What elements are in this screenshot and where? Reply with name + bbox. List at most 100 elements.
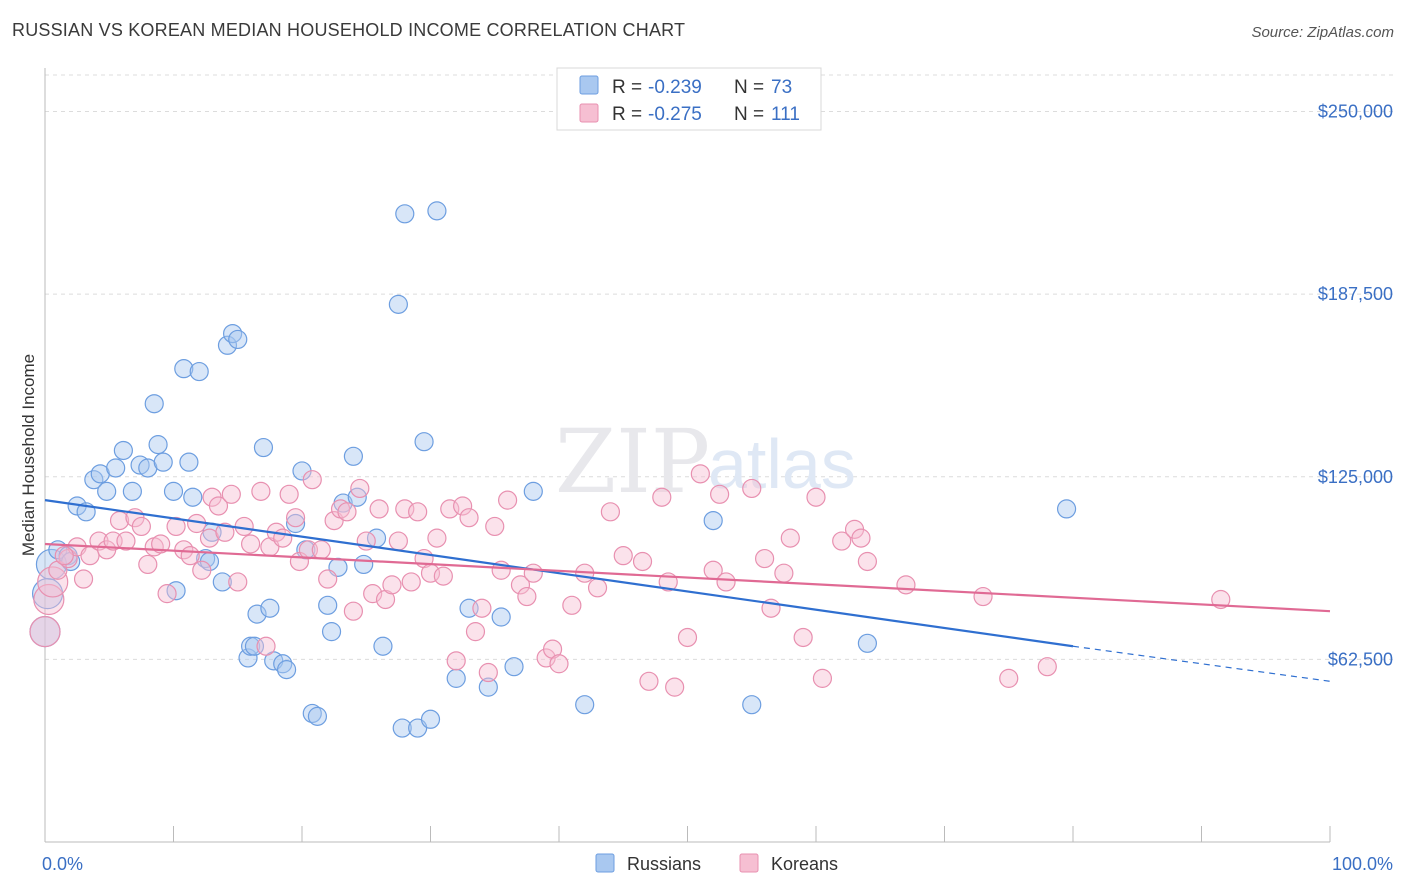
koreans-point-103: [851, 528, 871, 548]
chart-title: RUSSIAN VS KOREAN MEDIAN HOUSEHOLD INCOM…: [12, 20, 686, 40]
koreans-point-91: [710, 484, 730, 504]
russians-point-43: [307, 706, 328, 726]
russians-point-50: [354, 554, 374, 575]
koreans-point-2: [37, 566, 69, 598]
koreans-point-78: [562, 595, 582, 615]
russians-point-14: [144, 394, 164, 414]
koreans-point-36: [273, 528, 293, 548]
koreans-point-56: [401, 572, 421, 592]
series-legend: Russians Koreans: [595, 853, 838, 874]
koreans-point-108: [1037, 657, 1057, 677]
koreans-point-47: [343, 601, 363, 621]
koreans-point-74: [523, 563, 543, 583]
koreans-point-68: [478, 662, 498, 683]
koreans-point-42: [311, 540, 331, 560]
russians-point-27: [217, 335, 238, 355]
koreans-point-57: [408, 502, 428, 522]
russians-points: [29, 201, 1077, 738]
koreans-point-46: [337, 502, 357, 522]
koreans-point-67: [472, 598, 492, 618]
koreans-point-96: [774, 563, 794, 583]
koreans-point-14: [131, 516, 151, 537]
russians-point-21: [183, 487, 203, 507]
russians-point-69: [857, 633, 878, 653]
koreans-point-66: [465, 622, 486, 642]
russians-point-65: [523, 481, 543, 501]
koreans-point-81: [600, 502, 621, 522]
koreans-point-63: [446, 651, 466, 671]
koreans-point-89: [690, 464, 710, 484]
koreans-point-84: [639, 671, 659, 691]
watermark: ZIP atlas: [555, 410, 856, 513]
koreans-point-21: [180, 546, 200, 566]
russians-point-12: [130, 455, 150, 475]
russians-point-57: [414, 432, 434, 452]
y-tick-labels: $62,500 $125,000 $187,500 $250,000: [1318, 102, 1393, 670]
y-tick-label-1: $125,000: [1318, 467, 1393, 487]
koreans-point-104: [857, 551, 878, 572]
russians-point-53: [388, 294, 408, 314]
koreans-point-18: [157, 584, 177, 604]
koreans-point-28: [221, 484, 241, 504]
koreans-point-64: [453, 496, 473, 516]
russians-point-68: [742, 695, 762, 715]
russians-point-20: [179, 452, 199, 472]
source-credit: Source: ZipAtlas.com: [1251, 24, 1394, 41]
russians-point-52: [373, 636, 393, 656]
russians-point-45: [321, 622, 342, 642]
russians-point-42: [302, 703, 322, 724]
russians-point-35: [260, 598, 280, 618]
koreans-point-80: [587, 578, 608, 598]
koreans-point-99: [806, 487, 826, 507]
legend-r-label-koreans: R =: [612, 104, 642, 125]
y-axis-title: Median Household Income: [19, 354, 38, 556]
russians-point-19: [174, 359, 194, 379]
koreans-point-15: [138, 554, 158, 575]
legend-n-label-koreans: N =: [734, 104, 764, 125]
koreans-point-69: [485, 516, 505, 537]
legend-r-value-koreans: -0.275: [648, 104, 702, 125]
russians-point-11: [122, 481, 142, 501]
watermark-atlas: atlas: [708, 425, 856, 503]
koreans-point-73: [517, 586, 537, 607]
koreans-point-71: [498, 490, 518, 510]
koreans-point-27: [215, 522, 235, 542]
koreans-point-32: [251, 481, 271, 501]
koreans-point-33: [256, 636, 276, 656]
russians-point-48: [343, 446, 363, 466]
legend-swatch-russians: [579, 75, 599, 95]
russians-point-32: [244, 636, 265, 656]
koreans-point-100: [812, 668, 833, 688]
koreans-point-37: [279, 484, 299, 504]
correlation-legend: R = -0.239 N = 73 R = -0.275 N = 111: [556, 67, 822, 131]
koreans-point-94: [754, 548, 775, 569]
russians-point-28: [223, 323, 243, 344]
legend-swatch-koreans: [579, 103, 599, 123]
russians-point-26: [212, 572, 232, 592]
russians-point-60: [446, 668, 466, 688]
legend-n-value-koreans: 111: [771, 104, 800, 125]
russians-point-30: [238, 648, 258, 668]
koreans-point-65: [459, 508, 479, 528]
y-tick-label-3: $250,000: [1318, 102, 1393, 122]
bottom-legend-swatch-russians: [595, 853, 615, 873]
russians-point-16: [153, 452, 173, 472]
koreans-point-26: [208, 496, 229, 516]
koreans-point-43: [318, 569, 338, 589]
russians-point-39: [285, 513, 306, 534]
legend-n-label-russians: N =: [734, 77, 764, 98]
russians-trend-extension: [1072, 645, 1331, 682]
russians-point-63: [491, 607, 511, 627]
russians-point-66: [575, 695, 595, 715]
russians-point-67: [703, 510, 723, 531]
y-tick-label-0: $62,500: [1328, 649, 1393, 669]
koreans-point-31: [241, 534, 261, 554]
koreans-point-101: [832, 531, 852, 551]
koreans-point-53: [382, 575, 402, 595]
koreans-point-83: [632, 551, 653, 572]
koreans-point-23: [192, 560, 212, 580]
russians-point-8: [97, 481, 117, 501]
axes: [44, 68, 1331, 843]
russians-trend-line: [44, 499, 1074, 648]
